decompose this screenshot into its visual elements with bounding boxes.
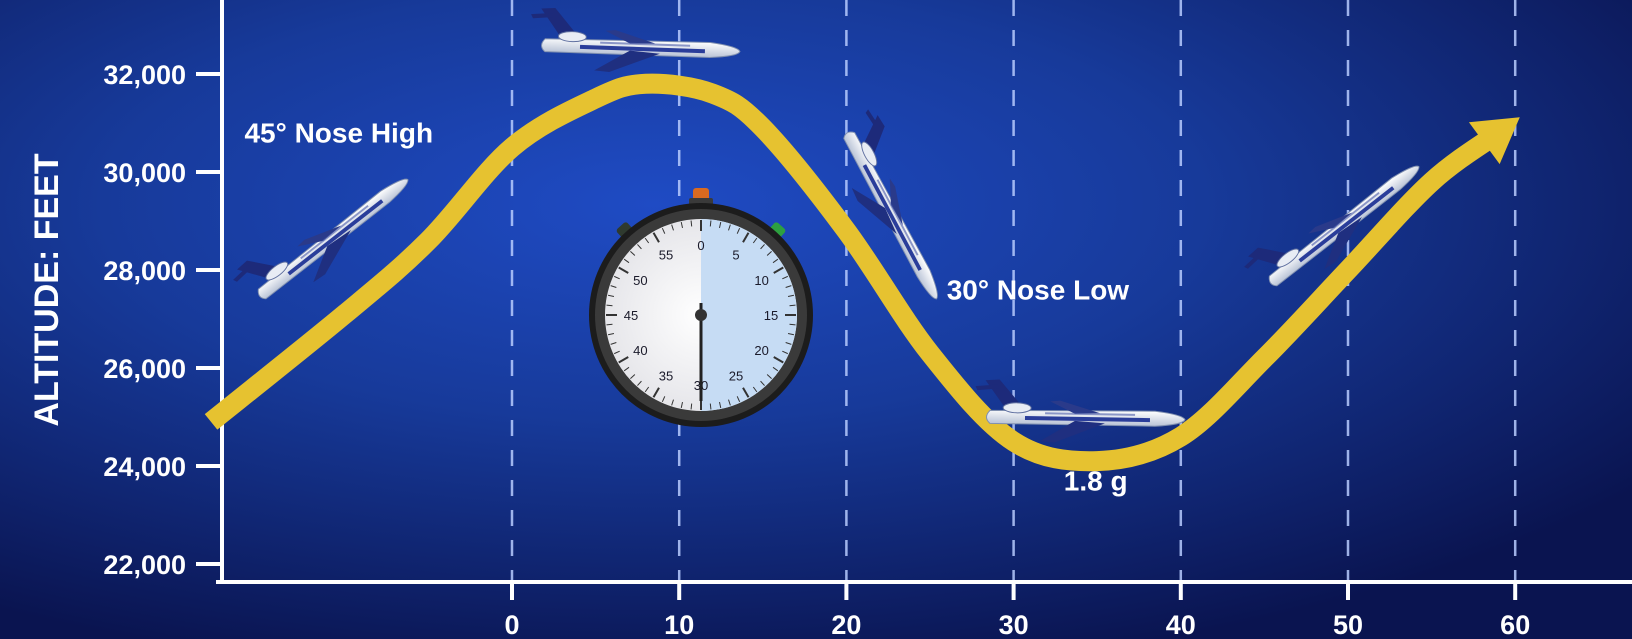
- stopwatch-tick: [630, 374, 636, 379]
- x-tick-label: 60: [1500, 610, 1530, 639]
- axes: [216, 0, 1632, 584]
- stopwatch-tick: [772, 366, 779, 372]
- y-tick-label: 32,000: [103, 60, 186, 90]
- stopwatch-tick: [760, 380, 765, 386]
- stopwatch-tick: [742, 387, 750, 398]
- y-axis-label: ALTITUDE: FEET: [28, 153, 66, 426]
- stopwatch-tick: [773, 356, 784, 364]
- stopwatch-tick: [661, 396, 666, 402]
- stopwatch-tick: [719, 401, 722, 409]
- stopwatch-tick: [618, 266, 629, 274]
- stopwatch-tick: [680, 401, 683, 409]
- annotation-label: 30° Nose Low: [947, 274, 1130, 305]
- vertical-gridlines: [510, 0, 1517, 582]
- stopwatch-number: 45: [624, 308, 638, 323]
- stopwatch-tick: [782, 275, 788, 280]
- stopwatch-number: 50: [633, 273, 647, 288]
- stopwatch-tick: [772, 258, 779, 264]
- stopwatch-tick: [766, 251, 772, 256]
- x-tick-group: 0 10 20 30 40 50 60: [504, 582, 1530, 639]
- x-tick-label: 0: [504, 610, 519, 639]
- y-tick-label: 28,000: [103, 256, 186, 286]
- stopwatch-tick: [789, 323, 796, 326]
- stopwatch-tick: [644, 237, 650, 244]
- stopwatch-tick: [787, 333, 795, 336]
- annotation-label: 1.8 g: [1064, 466, 1128, 497]
- stopwatch-number: 35: [659, 369, 673, 384]
- x-tick-label: 40: [1166, 610, 1196, 639]
- stopwatch-tick: [607, 294, 615, 297]
- annotations: 45° Nose High 30° Nose Low 1.8 g: [244, 118, 1129, 497]
- stopwatch-tick: [606, 304, 613, 307]
- stopwatch-icon: 0510152025303540455055: [589, 188, 813, 427]
- stopwatch-tick: [709, 403, 712, 410]
- x-tick-label: 50: [1333, 610, 1363, 639]
- stopwatch-tick: [614, 350, 620, 355]
- stopwatch-tick: [652, 387, 660, 398]
- stopwatch-number: 20: [754, 343, 768, 358]
- stopwatch-tick: [680, 221, 683, 229]
- stopwatch-tick: [752, 386, 758, 393]
- stopwatch-number: 40: [633, 343, 647, 358]
- stopwatch-tick: [690, 220, 693, 227]
- stopwatch-tick: [709, 220, 712, 227]
- stopwatch-tick: [736, 396, 741, 402]
- x-tick-label: 20: [831, 610, 861, 639]
- stopwatch-tick: [752, 237, 758, 244]
- flight-path-arrowhead: [1468, 117, 1520, 165]
- stopwatch-tick: [607, 333, 615, 336]
- stopwatch-tick: [610, 285, 617, 288]
- stopwatch-tick: [789, 304, 796, 307]
- x-tick-label: 30: [999, 610, 1029, 639]
- stopwatch-tick: [719, 221, 722, 229]
- stopwatch-tick: [742, 232, 750, 243]
- stopwatch-tick: [782, 350, 788, 355]
- stopwatch-numbers: 0510152025303540455055: [624, 238, 778, 393]
- stopwatch-tick: [652, 232, 660, 243]
- stopwatch-tick: [661, 228, 666, 234]
- stopwatch-tick: [606, 323, 613, 326]
- stopwatch-tick: [728, 399, 731, 406]
- stopwatch-number: 15: [764, 308, 778, 323]
- stopwatch-tick: [610, 342, 617, 345]
- flight-path: [204, 73, 1520, 472]
- stopwatch-tick: [614, 275, 620, 280]
- stopwatch-tick: [630, 251, 636, 256]
- annotation-label: 45° Nose High: [244, 118, 433, 149]
- x-tick-label: 10: [664, 610, 694, 639]
- stopwatch-tick: [728, 224, 731, 231]
- series-line-altitude: [204, 73, 1505, 472]
- stopwatch-number: 25: [729, 369, 743, 384]
- y-tick-label: 22,000: [103, 550, 186, 580]
- stopwatch-tick: [618, 356, 629, 364]
- stopwatch-tick: [637, 244, 642, 250]
- y-tick-label: 26,000: [103, 354, 186, 384]
- stopwatch-tick: [671, 399, 674, 406]
- y-tick-label: 24,000: [103, 452, 186, 482]
- stopwatch-tick: [773, 266, 784, 274]
- stopwatch-tick: [766, 374, 772, 379]
- stopwatch-tick: [690, 403, 693, 410]
- y-tick-label: 30,000: [103, 158, 186, 188]
- stopwatch-number: 0: [697, 238, 704, 253]
- stopwatch-tick: [623, 258, 630, 264]
- stopwatch-tick: [637, 380, 642, 386]
- stopwatch-tick: [623, 366, 630, 372]
- stopwatch-ticks: [606, 220, 796, 410]
- stopwatch-tick: [785, 285, 792, 288]
- stopwatch-tick: [671, 224, 674, 231]
- stopwatch-tick: [787, 294, 795, 297]
- stopwatch-number: 5: [732, 247, 739, 262]
- y-tick-group: 22,000 24,000 26,000 28,000 30,000 32,000: [103, 60, 222, 580]
- stopwatch-tick: [785, 342, 792, 345]
- stopwatch-number: 55: [659, 247, 673, 262]
- stopwatch-number: 10: [754, 273, 768, 288]
- stopwatch-tick: [644, 386, 650, 393]
- stopwatch-tick: [736, 228, 741, 234]
- stopwatch-tick: [760, 244, 765, 250]
